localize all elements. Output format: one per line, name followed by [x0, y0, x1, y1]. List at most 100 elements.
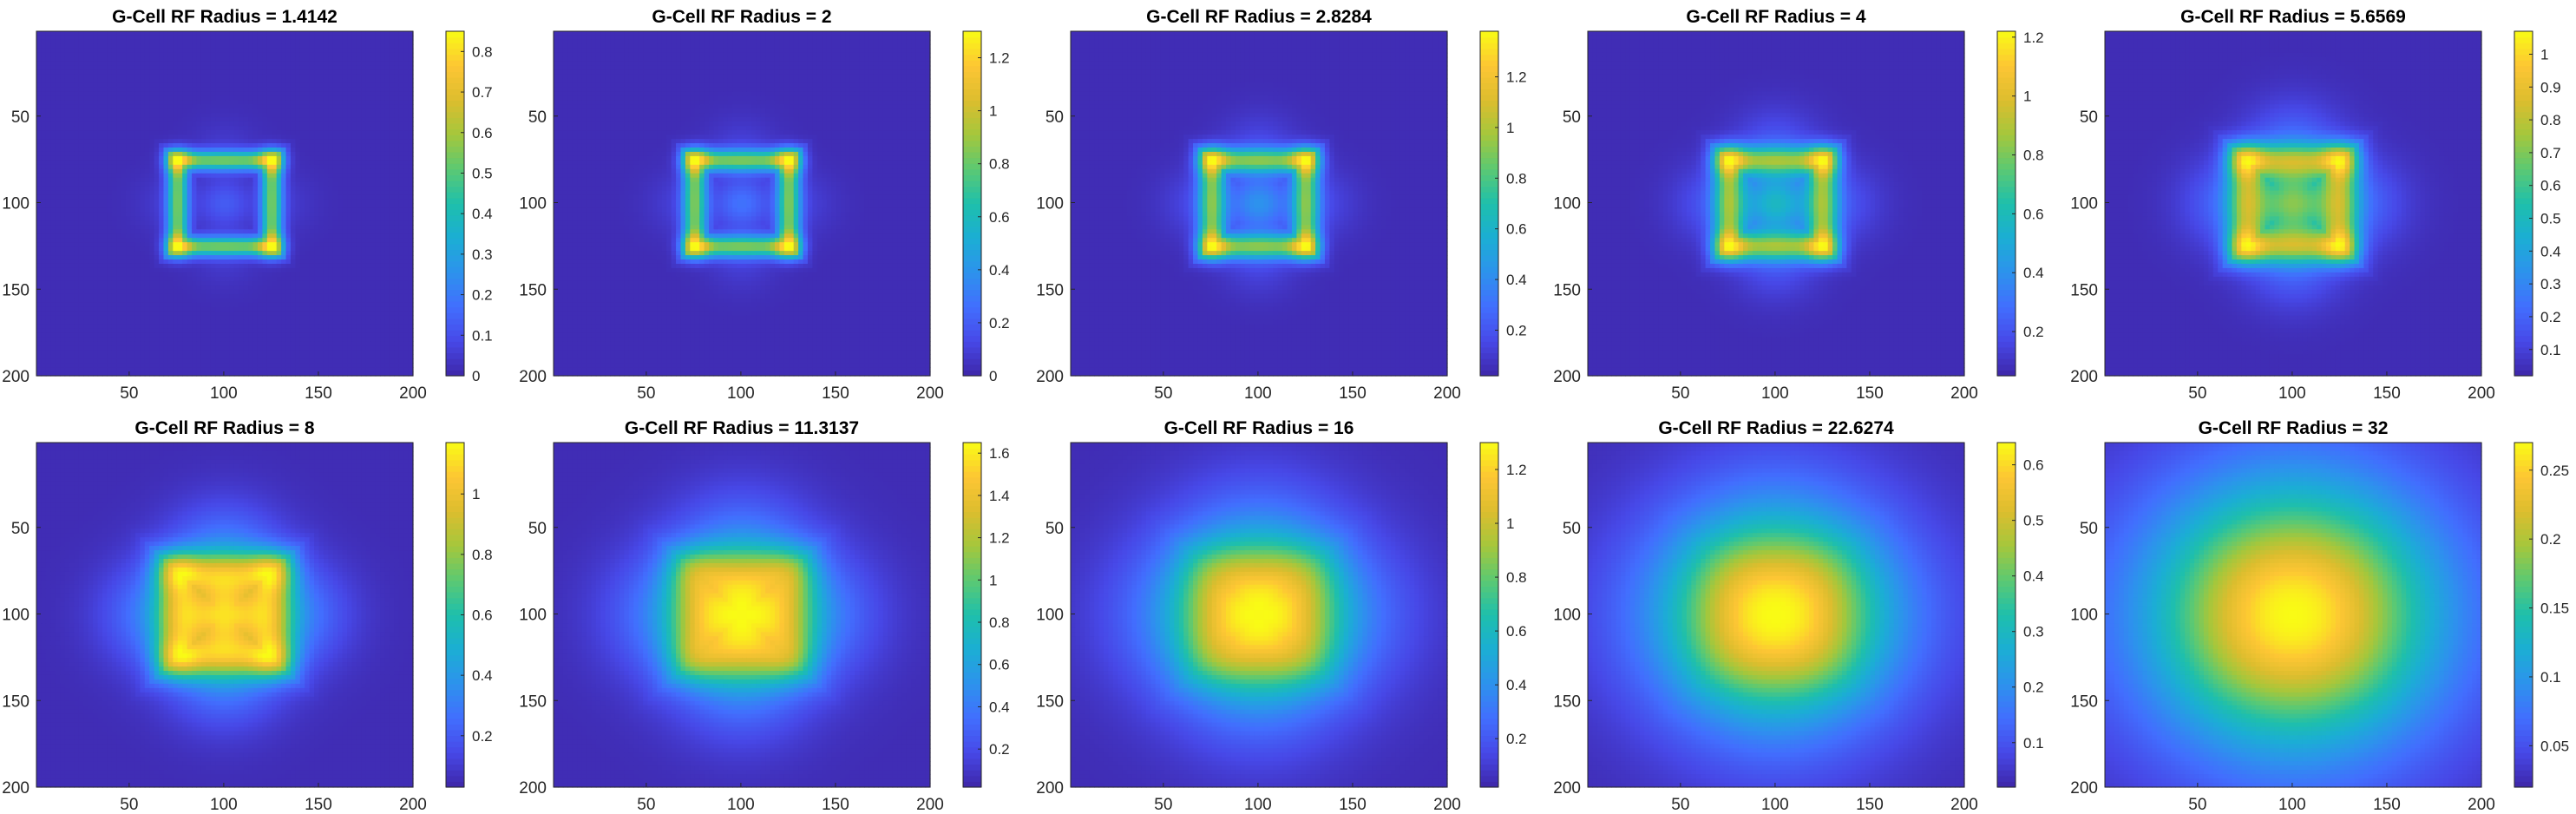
heatmap-cell [154, 165, 160, 170]
heatmap-cell [343, 130, 348, 135]
heatmap-cell [201, 108, 206, 114]
heatmap-cell [107, 104, 112, 109]
heatmap-cell [107, 148, 112, 153]
heatmap-cell [338, 148, 343, 153]
heatmap-cell [201, 113, 206, 118]
heatmap-cell [60, 88, 65, 93]
heatmap-cell [291, 117, 296, 122]
heatmap-cell [192, 95, 197, 101]
heatmap-cell [234, 83, 239, 89]
heatmap-cell [206, 169, 211, 174]
heatmap-cell [262, 40, 267, 45]
heatmap-cell [135, 152, 141, 157]
heatmap-cell [187, 100, 193, 105]
heatmap-cell [305, 75, 310, 80]
heatmap-cell [366, 53, 371, 58]
heatmap-cell [328, 104, 333, 109]
heatmap-cell [319, 126, 324, 131]
heatmap-cell [239, 91, 244, 96]
heatmap-cell [46, 66, 51, 71]
heatmap-cell [163, 126, 168, 131]
heatmap-cell [69, 62, 75, 67]
heatmap-cell [178, 130, 183, 135]
heatmap-cell [384, 139, 390, 144]
heatmap-cell [370, 49, 376, 54]
heatmap-cell [267, 40, 272, 45]
heatmap-cell [74, 104, 79, 109]
heatmap-cell [305, 143, 310, 148]
heatmap-cell [215, 165, 220, 170]
heatmap-cell [178, 108, 183, 114]
heatmap-cell [154, 79, 160, 84]
heatmap-cell [206, 49, 211, 54]
heatmap-cell [272, 31, 277, 36]
heatmap-cell [50, 40, 56, 45]
heatmap-cell [116, 143, 121, 148]
heatmap-cell [126, 91, 131, 96]
heatmap-cell [248, 113, 253, 118]
heatmap-cell [102, 88, 108, 93]
heatmap-cell [234, 126, 239, 131]
heatmap-cell [225, 36, 230, 41]
heatmap-cell [107, 49, 112, 54]
heatmap-cell [201, 95, 206, 101]
heatmap-cell [291, 91, 296, 96]
heatmap-cell [314, 161, 319, 166]
heatmap-cell [267, 121, 272, 127]
heatmap-cell [357, 100, 362, 105]
heatmap-cell [69, 121, 75, 127]
heatmap-cell [343, 36, 348, 41]
heatmap-cell [295, 31, 300, 36]
heatmap-cell [305, 91, 310, 96]
heatmap-cell [163, 169, 168, 174]
heatmap-cell [225, 113, 230, 118]
heatmap-cell [295, 104, 300, 109]
heatmap-cell [366, 88, 371, 93]
heatmap-cell [60, 62, 65, 67]
heatmap-cell [239, 113, 244, 118]
heatmap-cell [149, 88, 154, 93]
heatmap-cell [83, 75, 88, 80]
heatmap-cell [286, 135, 292, 140]
heatmap-cell [79, 91, 84, 96]
heatmap-cell [272, 104, 277, 109]
heatmap-cell [295, 139, 300, 144]
heatmap-cell [173, 169, 178, 174]
heatmap-cell [343, 40, 348, 45]
heatmap-cell [220, 126, 226, 131]
heatmap-cell [182, 75, 187, 80]
heatmap-cell [351, 152, 357, 157]
heatmap-cell [41, 126, 46, 131]
heatmap-cell [126, 88, 131, 93]
heatmap-cell [74, 161, 79, 166]
heatmap-cell [98, 169, 103, 174]
heatmap-cell [46, 88, 51, 93]
heatmap-cell [36, 104, 42, 109]
heatmap-cell [366, 108, 371, 114]
heatmap-cell [140, 57, 145, 62]
heatmap-cell [93, 36, 98, 41]
heatmap-cell [376, 62, 381, 67]
heatmap-cell [291, 165, 296, 170]
heatmap-cell [267, 95, 272, 101]
heatmap-cell [36, 143, 42, 148]
heatmap-cell [361, 113, 366, 118]
heatmap-cell [60, 100, 65, 105]
heatmap-cell [126, 130, 131, 135]
heatmap-cell [229, 36, 234, 41]
heatmap-cell [215, 88, 220, 93]
heatmap-cell [69, 53, 75, 58]
heatmap-cell [244, 143, 249, 148]
heatmap-cell [244, 66, 249, 71]
heatmap-cell [69, 143, 75, 148]
heatmap-cell [178, 75, 183, 80]
heatmap-cell [343, 44, 348, 49]
heatmap-cell [390, 57, 395, 62]
heatmap-cell [281, 148, 286, 153]
heatmap-cell [107, 88, 112, 93]
heatmap-cell [361, 161, 366, 166]
heatmap-cell [328, 165, 333, 170]
heatmap-cell [46, 104, 51, 109]
heatmap-cell [253, 44, 259, 49]
heatmap-cell [182, 66, 187, 71]
